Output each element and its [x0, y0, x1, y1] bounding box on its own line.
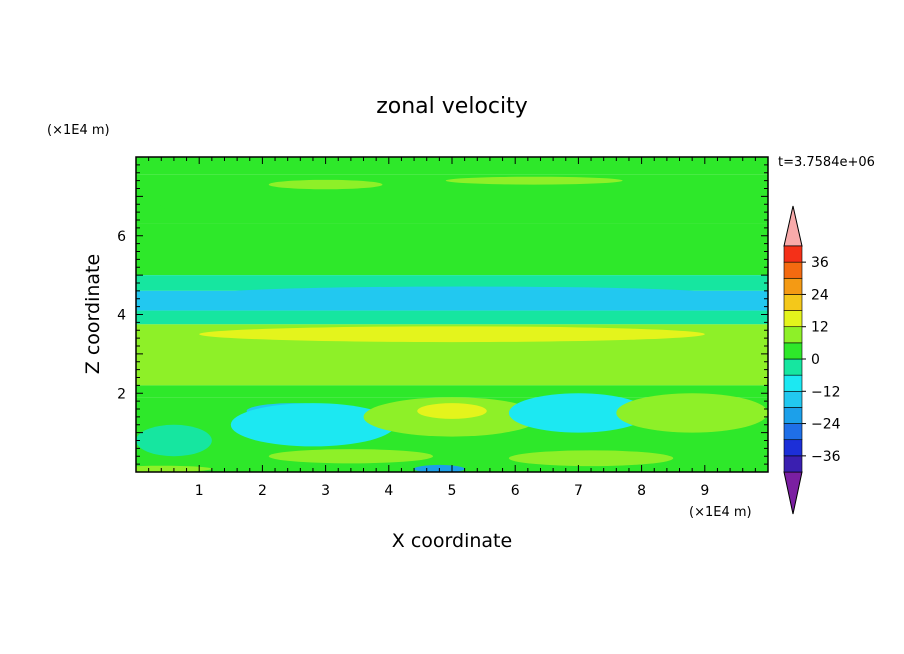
colorbar: 36 24 12 0 −12 −24 −36 — [783, 205, 841, 515]
colorbar-box — [783, 407, 803, 424]
x-tick-label: 9 — [700, 483, 709, 499]
velocity-anomaly-13 — [268, 449, 434, 464]
colorbar-box — [783, 358, 803, 376]
colorbar-tick-label: 0 — [811, 352, 820, 368]
colorbar-box — [783, 277, 803, 295]
x-tick-label: 6 — [511, 483, 520, 499]
colorbar-box — [783, 439, 803, 457]
chart-title: zonal velocity — [376, 94, 528, 119]
x-tick-label: 7 — [574, 483, 583, 499]
colorbar-box — [783, 261, 803, 279]
colorbar-tick-label: 36 — [811, 255, 829, 271]
velocity-anomaly-3 — [136, 203, 165, 213]
colorbar-box — [783, 423, 803, 441]
velocity-band-3 — [136, 275, 768, 291]
velocity-anomaly-9 — [417, 403, 487, 419]
velocity-anomaly-2 — [603, 201, 768, 211]
velocity-anomaly-5 — [199, 326, 705, 343]
colorbar-tick-label: −36 — [811, 449, 841, 465]
velocity-field — [136, 157, 768, 472]
velocity-anomaly-0 — [268, 179, 383, 190]
y-tick-label: 2 — [117, 386, 126, 402]
colorbar-tick-label: 24 — [811, 287, 829, 303]
velocity-anomaly-7 — [230, 403, 396, 447]
axis-ticks: 1 2 3 4 5 6 7 8 9 2 4 6 — [117, 157, 768, 499]
x-axis-unit: (×1E4 m) — [689, 505, 752, 520]
y-axis-label: Z coordinate — [82, 254, 104, 374]
velocity-anomaly-14 — [508, 450, 674, 467]
x-axis-label: X coordinate — [392, 530, 512, 552]
velocity-band-5 — [136, 310, 768, 325]
velocity-band-0 — [136, 157, 768, 175]
velocity-anomaly-10 — [508, 393, 648, 433]
colorbar-box — [783, 374, 803, 392]
x-tick-label: 8 — [637, 483, 646, 499]
y-axis-unit: (×1E4 m) — [47, 123, 110, 138]
colorbar-min-arrow — [783, 471, 803, 515]
colorbar-box — [783, 245, 803, 263]
colorbar-box — [783, 390, 803, 408]
velocity-band-1 — [136, 174, 768, 224]
time-label: t=3.7584e+06 — [778, 155, 875, 170]
velocity-band-2 — [136, 223, 768, 276]
velocity-anomaly-12 — [136, 424, 212, 457]
colorbar-box — [783, 326, 803, 344]
x-tick-label: 3 — [321, 483, 330, 499]
x-tick-label: 5 — [448, 483, 457, 499]
y-tick-label: 4 — [117, 308, 126, 324]
velocity-band-7 — [136, 385, 768, 398]
x-tick-label: 1 — [195, 483, 204, 499]
colorbar-box — [783, 342, 803, 360]
x-tick-label: 2 — [258, 483, 267, 499]
colorbar-box — [783, 310, 803, 328]
velocity-anomaly-1 — [445, 176, 623, 185]
velocity-anomaly-4 — [224, 286, 705, 300]
colorbar-box — [783, 294, 803, 311]
velocity-anomaly-11 — [616, 393, 768, 433]
colorbar-box — [783, 455, 803, 473]
colorbar-max-arrow — [783, 205, 803, 247]
x-tick-label: 4 — [384, 483, 393, 499]
colorbar-tick-label: −24 — [811, 417, 841, 433]
colorbar-tick-label: 12 — [811, 320, 829, 336]
colorbar-tick-label: −12 — [811, 384, 841, 400]
y-tick-label: 6 — [117, 229, 126, 245]
